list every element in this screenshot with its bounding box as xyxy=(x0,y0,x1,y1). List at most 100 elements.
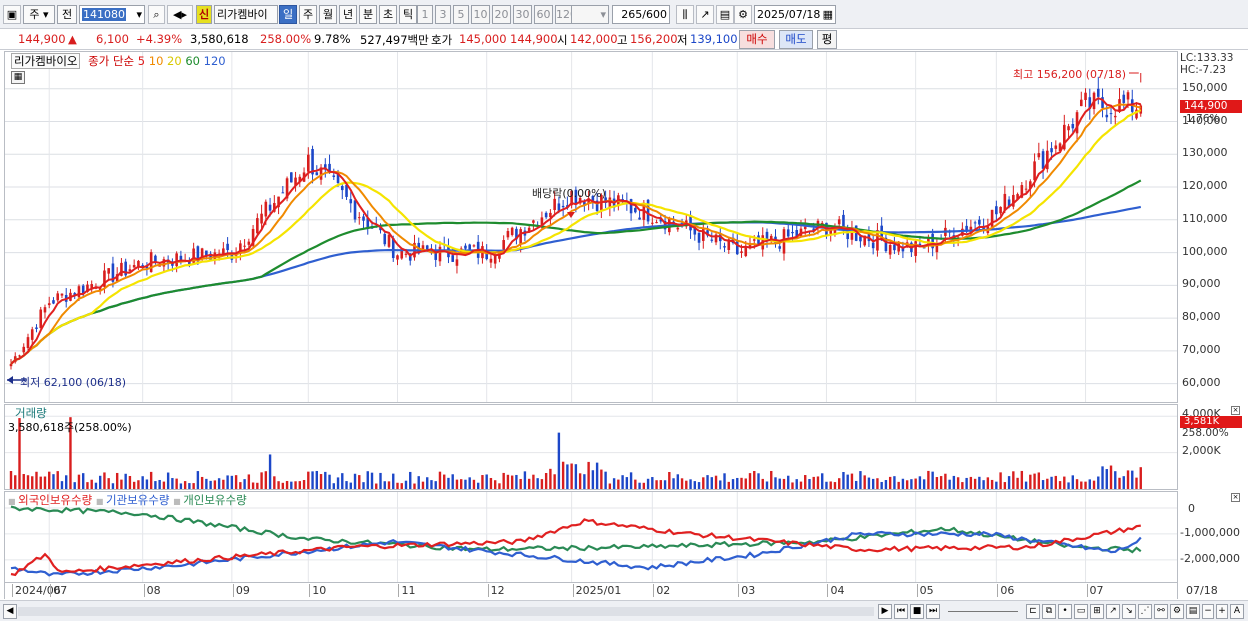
ma-legend-20[interactable]: 20 xyxy=(163,54,182,68)
interval-tab-30[interactable]: 30 xyxy=(513,5,532,24)
candle-type-icon[interactable]: ⫼ xyxy=(676,5,694,24)
holdings-chart[interactable] xyxy=(5,492,1178,583)
gear-icon[interactable]: ⚙ xyxy=(1170,604,1184,619)
stock-code-input[interactable]: 141080 ▾ xyxy=(79,5,145,24)
font-size-icon[interactable]: A xyxy=(1230,604,1244,619)
candle-body xyxy=(56,293,60,301)
ask-price: 145,000 xyxy=(459,32,507,46)
period-tab-6[interactable]: 틱 xyxy=(399,5,417,24)
date-input[interactable]: 2025/07/18 ▦ xyxy=(754,5,836,24)
stock-label[interactable]: 리가켐바이오 xyxy=(11,53,81,69)
period-mode-button[interactable]: 전 xyxy=(57,5,77,24)
line-tool-icon[interactable]: ↗ xyxy=(696,5,714,24)
holdings-chart-panel[interactable]: ■ 외국인보유수량 ■ 기관보유수량 ■ 개인보유수량 xyxy=(4,491,1178,583)
interval-dropdown[interactable]: ▾ xyxy=(571,5,609,24)
speaker-icon[interactable]: ◀▸ xyxy=(167,5,193,24)
interval-tab-1[interactable]: 1 xyxy=(417,5,433,24)
zoom-slider[interactable] xyxy=(948,611,1018,612)
period-tab-4[interactable]: 분 xyxy=(359,5,377,24)
volume-chart-panel[interactable]: 거래량 3,580,618주(258.00%) xyxy=(4,404,1178,490)
volume-bar xyxy=(1050,476,1053,489)
last-page-icon[interactable]: ⏭ xyxy=(926,604,940,619)
volume-bar xyxy=(77,474,81,489)
image-icon[interactable]: ▭ xyxy=(1074,604,1088,619)
candle-body xyxy=(1054,145,1058,149)
period-tab-5[interactable]: 초 xyxy=(379,5,397,24)
close-icon[interactable]: × xyxy=(1231,493,1240,502)
price-chart[interactable] xyxy=(5,52,1178,403)
count-input[interactable]: 265/600 xyxy=(612,5,670,24)
volume-bar xyxy=(612,478,616,489)
ma-legend-60[interactable]: 60 xyxy=(181,54,200,68)
volume-bar xyxy=(94,482,98,489)
split-icon[interactable]: ▤ xyxy=(1186,604,1200,619)
ma-legend-10[interactable]: 10 xyxy=(145,54,164,68)
price-chart-panel[interactable]: 리가켐바이오 종가 단순 5 10 20 60 120 ▦ 최고 156,200… xyxy=(4,51,1178,403)
date-value: 2025/07/18 xyxy=(757,8,821,21)
interval-tab-10[interactable]: 10 xyxy=(471,5,490,24)
volume-bar xyxy=(888,476,892,489)
evaluate-button[interactable]: 평 xyxy=(817,30,837,49)
candle-body xyxy=(859,236,862,242)
volume-ratio: 258.00% xyxy=(260,32,312,46)
volume-bar xyxy=(239,482,242,489)
scroll-track[interactable] xyxy=(18,607,874,616)
interval-tab-3[interactable]: 3 xyxy=(435,5,451,24)
first-page-icon[interactable]: ⏮ xyxy=(894,604,908,619)
volume-bar xyxy=(850,473,854,489)
sell-button[interactable]: 매도 xyxy=(779,30,813,49)
candle-body xyxy=(837,219,841,225)
candle-body xyxy=(251,228,255,246)
grid-icon[interactable]: ⊞ xyxy=(1090,604,1104,619)
holdings-legend-item[interactable]: 기관보유수량 xyxy=(105,493,174,507)
interval-tab-60[interactable]: 60 xyxy=(534,5,553,24)
dot-icon[interactable]: • xyxy=(1058,604,1072,619)
copy-icon[interactable]: ⧉ xyxy=(1042,604,1056,619)
volume-bar xyxy=(914,478,917,489)
candle-body xyxy=(718,234,722,242)
candle-body xyxy=(795,230,799,238)
market-select[interactable]: 주 ▾ xyxy=(23,5,55,24)
volume-bar xyxy=(256,482,259,489)
volume-bar xyxy=(506,474,510,489)
buy-button[interactable]: 매수 xyxy=(739,30,775,49)
interval-tab-20[interactable]: 20 xyxy=(492,5,511,24)
holdings-legend-item[interactable]: 외국인보유수량 xyxy=(18,493,96,507)
ma-legend-5[interactable]: 5 xyxy=(137,54,146,68)
fibo-icon[interactable]: ⋰ xyxy=(1138,604,1152,619)
holdings-legend-item[interactable]: 개인보유수량 xyxy=(183,493,247,507)
interval-tab-5[interactable]: 5 xyxy=(453,5,469,24)
period-tab-2[interactable]: 월 xyxy=(319,5,337,24)
volume-chart[interactable] xyxy=(5,405,1178,490)
volume-bar xyxy=(527,478,531,489)
ma-type-label[interactable]: 종가 단순 xyxy=(88,54,135,68)
stop-icon[interactable]: ■ xyxy=(910,604,924,619)
volume-bar xyxy=(56,471,59,489)
save-icon[interactable]: ▤ xyxy=(716,5,734,24)
candle-body xyxy=(638,217,641,220)
window-menu-icon[interactable]: ▣ xyxy=(3,5,21,24)
gear-icon[interactable]: ⚙ xyxy=(734,5,752,24)
period-tab-0[interactable]: 일 xyxy=(279,5,297,24)
candle-body xyxy=(999,206,1002,214)
volume-bar xyxy=(748,473,752,489)
zoom-in-icon[interactable]: + xyxy=(1216,604,1228,619)
link-icon[interactable]: ⚯ xyxy=(1154,604,1168,619)
ma-legend-120[interactable]: 120 xyxy=(200,54,226,68)
close-icon[interactable]: × xyxy=(1231,406,1240,415)
volume-bar xyxy=(1088,479,1091,489)
scroll-right-icon[interactable]: ▶ xyxy=(878,604,892,619)
trend-alt-icon[interactable]: ↘ xyxy=(1122,604,1136,619)
volume-bar xyxy=(893,476,896,489)
zoom-out-icon[interactable]: − xyxy=(1202,604,1214,619)
calculator-icon[interactable]: ▦ xyxy=(11,71,25,84)
period-tab-3[interactable]: 년 xyxy=(339,5,357,24)
candle-body xyxy=(464,245,467,249)
period-tab-1[interactable]: 주 xyxy=(299,5,317,24)
scroll-left-icon[interactable]: ◀ xyxy=(3,604,17,619)
trend-icon[interactable]: ↗ xyxy=(1106,604,1120,619)
candle-body xyxy=(689,215,692,231)
search-icon[interactable]: ⌕ xyxy=(148,5,165,24)
layout-icon[interactable]: ⊏ xyxy=(1026,604,1040,619)
candle-body xyxy=(710,239,714,241)
